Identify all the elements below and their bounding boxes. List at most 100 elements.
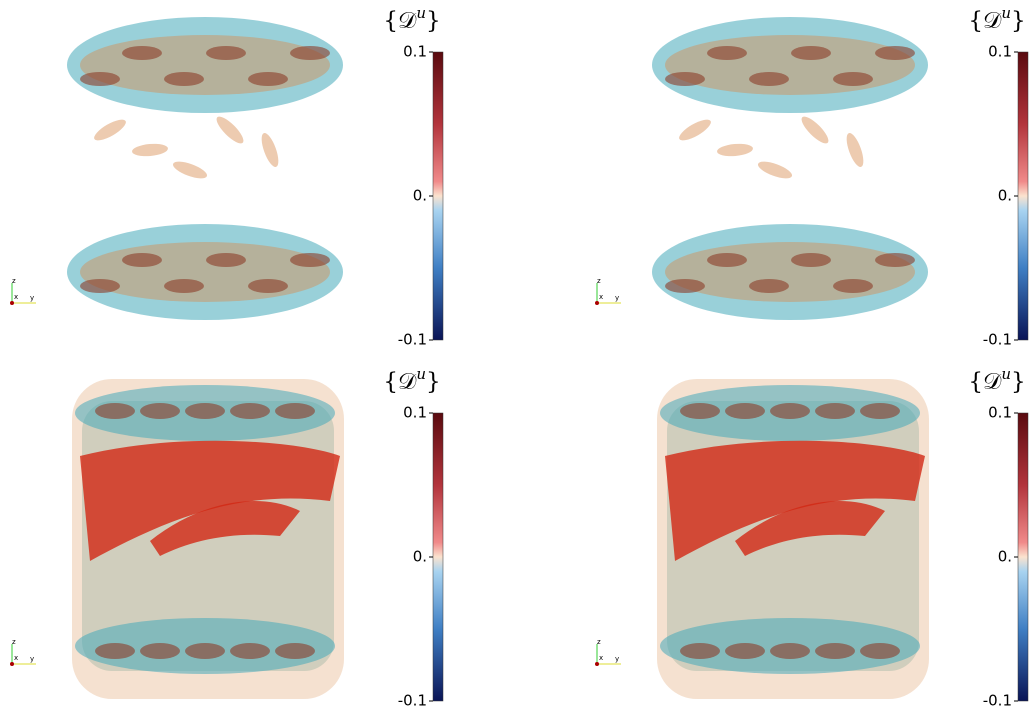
- disk-core: [665, 242, 915, 302]
- vortex: [680, 643, 720, 659]
- colorbar-tick-label: -0.1: [398, 331, 427, 349]
- vortex: [680, 403, 720, 419]
- vortex: [248, 72, 288, 86]
- vortex: [95, 643, 135, 659]
- axis-label: x: [14, 654, 18, 662]
- vortex: [875, 253, 915, 267]
- structure: [735, 501, 885, 556]
- colorbar-tick-label: -0.1: [983, 692, 1012, 710]
- title-superscript: u: [1001, 4, 1011, 22]
- colorbar-title: {𝒟u}: [968, 4, 1025, 34]
- vortex: [665, 72, 705, 86]
- vortex: [140, 643, 180, 659]
- colorbar-tick-label: -0.1: [398, 692, 427, 710]
- vortex: [815, 403, 855, 419]
- vortex: [230, 643, 270, 659]
- vortex: [206, 253, 246, 267]
- colorbar-tick-label: 0.: [998, 187, 1012, 205]
- colorbar-title: {𝒟u}: [383, 365, 440, 395]
- vortex: [665, 279, 705, 293]
- vortex: [707, 46, 747, 60]
- axis-label: z: [597, 277, 601, 285]
- vortex: [770, 403, 810, 419]
- vortex: [875, 46, 915, 60]
- vortex: [290, 253, 330, 267]
- vortex: [725, 403, 765, 419]
- disk: [67, 224, 343, 320]
- vortex: [164, 72, 204, 86]
- blob: [757, 161, 793, 179]
- disk-core: [80, 242, 330, 302]
- colorbar-tick-label: -0.1: [983, 331, 1012, 349]
- vortex: [290, 46, 330, 60]
- axis-label: x: [14, 293, 18, 301]
- title-part: 𝒟: [398, 8, 417, 34]
- vortex: [860, 643, 900, 659]
- axis-x: [595, 301, 599, 305]
- vortex: [725, 643, 765, 659]
- vortex: [185, 403, 225, 419]
- colorbar-tick-label: 0.1: [403, 404, 427, 422]
- title-part: 𝒟: [983, 8, 1002, 34]
- vortex: [707, 253, 747, 267]
- colorbar-tick-label: 0.1: [988, 43, 1012, 61]
- vortex: [164, 279, 204, 293]
- vortex: [833, 279, 873, 293]
- colorbar: [1017, 412, 1029, 702]
- axis-label: y: [30, 655, 34, 663]
- vortex: [206, 46, 246, 60]
- colorbar-tick-label: 0.: [413, 548, 427, 566]
- disk-core: [80, 35, 330, 95]
- title-part: {: [968, 369, 983, 395]
- vortex: [185, 643, 225, 659]
- vortex: [815, 643, 855, 659]
- axis-x: [595, 662, 599, 666]
- disk: [67, 17, 343, 113]
- title-superscript: u: [416, 365, 426, 383]
- blob: [261, 132, 279, 168]
- vortex: [122, 253, 162, 267]
- title-superscript: u: [1001, 365, 1011, 383]
- blob: [717, 143, 753, 157]
- vortex: [791, 46, 831, 60]
- title-part: {: [383, 8, 398, 34]
- vortex: [770, 643, 810, 659]
- vortex: [833, 72, 873, 86]
- title-part: {: [383, 369, 398, 395]
- vortex: [791, 253, 831, 267]
- colorbar: [1017, 51, 1029, 341]
- vortex: [749, 72, 789, 86]
- colorbar-tick-label: 0.1: [988, 404, 1012, 422]
- disk-core: [665, 35, 915, 95]
- axis-label: z: [12, 277, 16, 285]
- structure: [665, 440, 925, 561]
- axis-label: x: [599, 293, 603, 301]
- structure: [150, 501, 300, 556]
- axis-label: z: [597, 638, 601, 646]
- title-part: }: [426, 369, 441, 395]
- blob: [94, 119, 126, 141]
- title-part: 𝒟: [398, 369, 417, 395]
- colorbar-tick-label: 0.: [998, 548, 1012, 566]
- title-part: }: [1011, 8, 1026, 34]
- blob: [801, 116, 829, 144]
- disk: [652, 17, 928, 113]
- axis-label: y: [615, 655, 619, 663]
- colorbar-title: {𝒟u}: [968, 365, 1025, 395]
- colorbar-tick-label: 0.1: [403, 43, 427, 61]
- vortex: [749, 279, 789, 293]
- title-part: {: [968, 8, 983, 34]
- vortex: [860, 403, 900, 419]
- colorbar: [432, 51, 444, 341]
- vortex: [80, 72, 120, 86]
- disk: [652, 224, 928, 320]
- axis-x: [10, 662, 14, 666]
- vortex: [248, 279, 288, 293]
- axis-label: y: [30, 294, 34, 302]
- blob: [216, 116, 244, 144]
- blob: [172, 161, 208, 179]
- blob: [132, 143, 168, 157]
- blob: [846, 132, 864, 168]
- structure: [80, 440, 340, 561]
